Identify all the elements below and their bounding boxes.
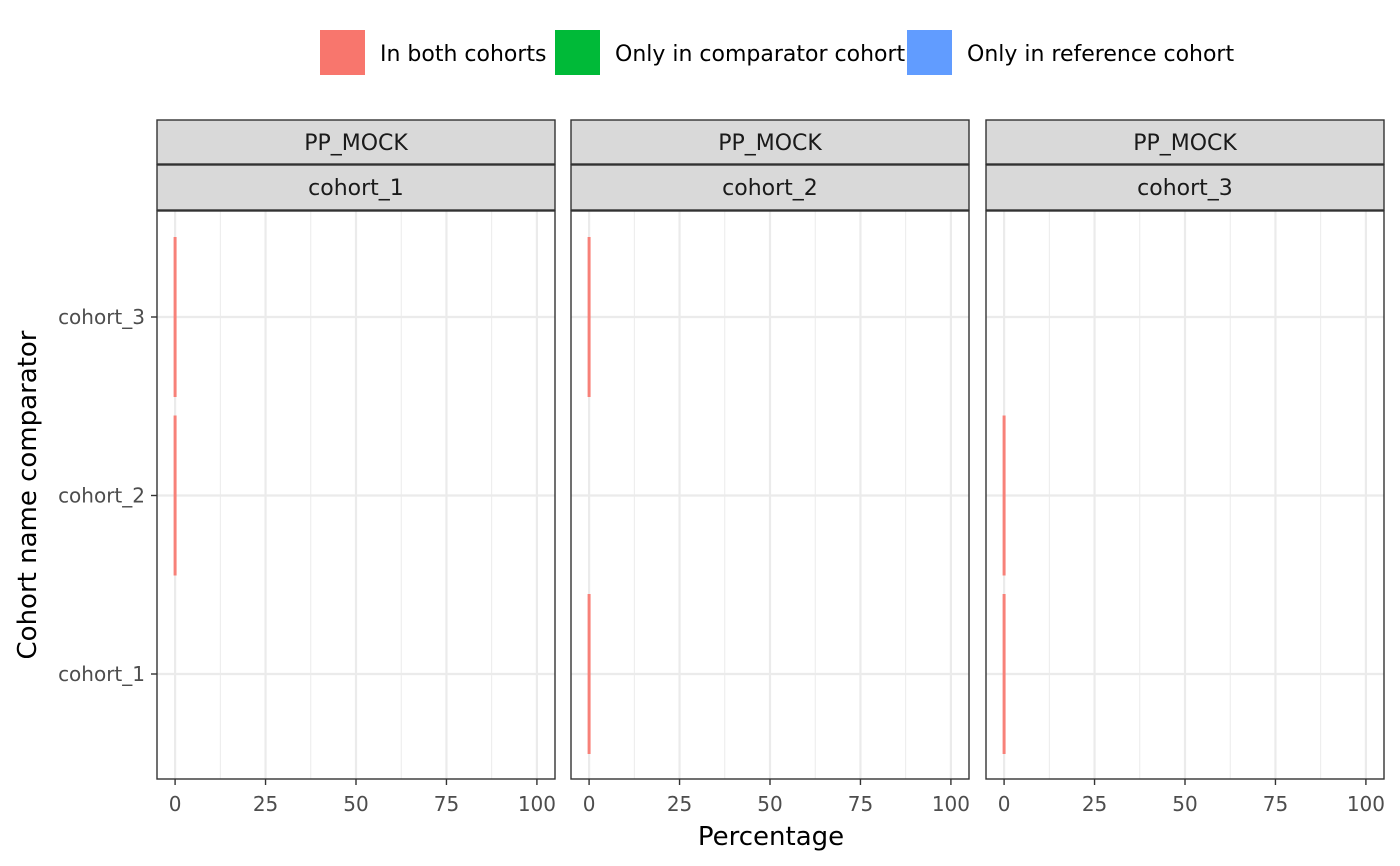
x-tick-label: 50 [1172, 792, 1197, 816]
legend-key [907, 30, 952, 75]
x-tick-label: 50 [757, 792, 782, 816]
legend-label: Only in reference cohort [967, 42, 1234, 67]
strip-top [570, 119, 970, 165]
y-tick-label: cohort_3 [58, 305, 145, 329]
x-tick-label: 0 [169, 792, 182, 816]
bar [587, 594, 591, 754]
bar [1002, 594, 1006, 754]
strip-bottom-label: cohort_2 [722, 176, 818, 201]
strip-bottom [156, 164, 556, 211]
x-tick-label: 100 [1347, 792, 1385, 816]
strip-top-label: PP_MOCK [718, 131, 822, 156]
y-tick-label: cohort_2 [58, 484, 145, 508]
x-axis-label: Percentage [698, 822, 844, 852]
strip-bottom [570, 164, 970, 211]
bar [1002, 415, 1006, 576]
x-tick-label: 100 [932, 792, 970, 816]
facet-panels: PP_MOCK cohort_1 0 25 50 75 100 PP_MOCK cohort_2… [156, 119, 1385, 816]
bar [173, 415, 177, 576]
y-tick-label: cohort_1 [58, 662, 145, 686]
strip-top [156, 119, 556, 165]
strip-top-label: PP_MOCK [304, 131, 408, 156]
x-tick-label: 75 [434, 792, 459, 816]
x-tick-label: 25 [1082, 792, 1107, 816]
legend-label: In both cohorts [380, 42, 547, 67]
y-axis-label: Cohort name comparator [13, 330, 43, 659]
strip-bottom-label: cohort_3 [1137, 176, 1233, 201]
legend-key [320, 30, 365, 75]
x-tick-label: 25 [667, 792, 692, 816]
x-tick-label: 100 [518, 792, 556, 816]
x-tick-label: 75 [1263, 792, 1288, 816]
facet-panel: PP_MOCK cohort_2 0 25 50 75 100 [570, 119, 970, 816]
x-tick-label: 25 [253, 792, 278, 816]
strip-top-label: PP_MOCK [1133, 131, 1237, 156]
legend-key [555, 30, 600, 75]
facet-panel: PP_MOCK cohort_3 0 25 50 75 100 [985, 119, 1385, 816]
strip-top [985, 119, 1385, 165]
x-tick-label: 50 [343, 792, 368, 816]
legend-label: Only in comparator cohort [615, 42, 906, 67]
x-tick-label: 75 [848, 792, 873, 816]
legend: In both cohorts Only in comparator cohort… [320, 30, 1234, 75]
y-axis: cohort_1 cohort_2 cohort_3 [58, 305, 157, 686]
x-tick-label: 0 [583, 792, 596, 816]
x-tick-label: 0 [998, 792, 1011, 816]
facet-panel: PP_MOCK cohort_1 0 25 50 75 100 [156, 119, 556, 816]
bar [587, 237, 591, 397]
strip-bottom-label: cohort_1 [308, 176, 404, 201]
strip-bottom [985, 164, 1385, 211]
bar [173, 237, 177, 397]
